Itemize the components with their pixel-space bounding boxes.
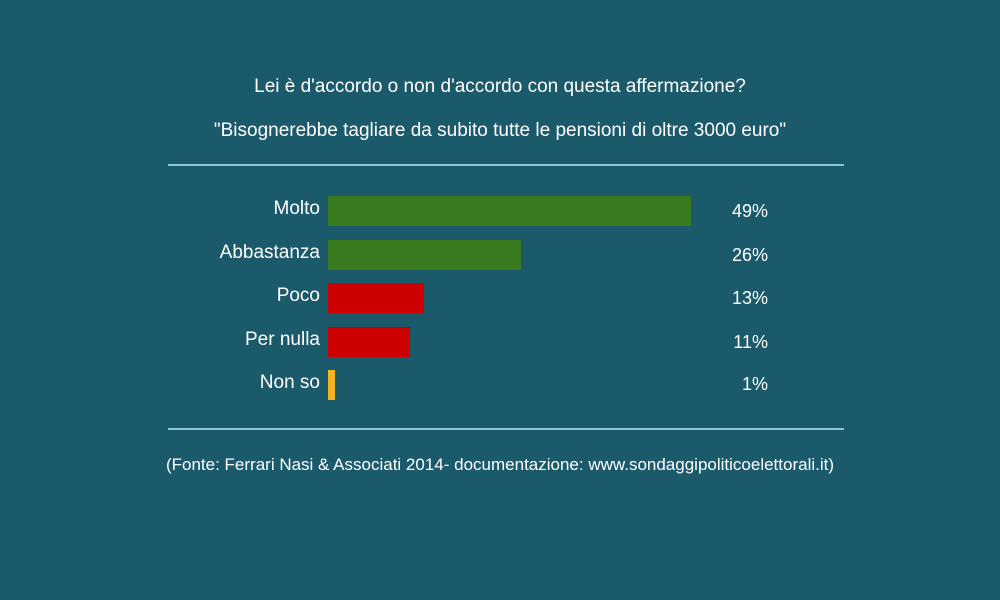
category-label: Per nulla	[245, 329, 320, 350]
bar-poco	[328, 283, 424, 313]
category-label: Molto	[273, 198, 320, 219]
source-note: (Fonte: Ferrari Nasi & Associati 2014- d…	[165, 455, 835, 474]
bottom-divider	[168, 428, 844, 430]
category-label: Poco	[276, 285, 320, 306]
value-label: 13%	[731, 288, 768, 308]
bar-non-so	[328, 370, 335, 400]
value-label: 26%	[731, 245, 768, 265]
chart-subtitle: "Bisognerebbe tagliare da subito tutte l…	[213, 120, 787, 141]
value-label: 1%	[741, 374, 768, 394]
bar-molto	[328, 196, 691, 226]
value-label: 49%	[731, 201, 768, 221]
category-label: Non so	[259, 372, 320, 393]
chart-title: Lei è d'accordo o non d'accordo con ques…	[254, 76, 746, 97]
value-label: 11%	[733, 332, 768, 352]
bar-per-nulla	[328, 327, 410, 357]
category-label: Abbastanza	[219, 242, 320, 263]
bar-abbastanza	[328, 240, 521, 270]
top-divider	[168, 164, 844, 166]
